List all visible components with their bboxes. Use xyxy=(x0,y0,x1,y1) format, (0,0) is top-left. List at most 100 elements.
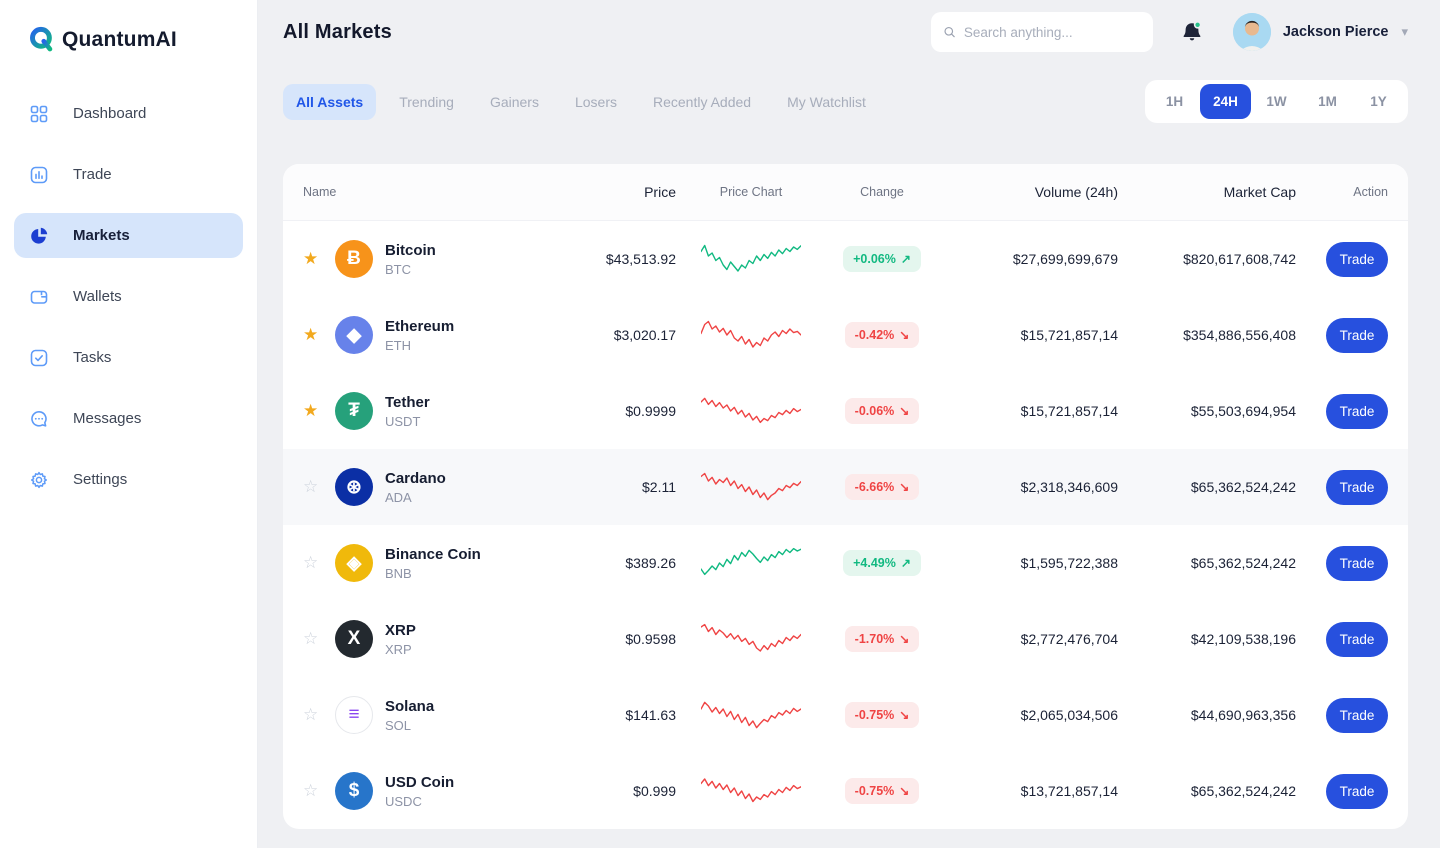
trade-button[interactable]: Trade xyxy=(1326,469,1388,505)
market-cap: $65,362,524,242 xyxy=(1190,555,1296,571)
price: $0.9598 xyxy=(625,631,676,647)
volume: $13,721,857,14 xyxy=(1020,783,1118,799)
watchlist-star-icon[interactable]: ★ xyxy=(303,401,319,420)
table-row: ☆ X XRP XRP $0.9598 -1.70% ↘ $2,772,476,7… xyxy=(283,601,1408,677)
wallet-icon xyxy=(28,286,49,307)
page-title: All Markets xyxy=(283,20,392,43)
coin-symbol: ADA xyxy=(385,489,412,505)
column-price: Price xyxy=(644,184,676,200)
price-sparkline xyxy=(676,240,826,278)
chevron-down-icon: ▾ xyxy=(1401,24,1408,39)
market-cap: $354,886,556,408 xyxy=(1183,327,1296,343)
range-1h[interactable]: 1H xyxy=(1165,94,1184,109)
filter-toolbar: All Assets Trending Gainers Losers Recen… xyxy=(283,80,1408,123)
trade-button[interactable]: Trade xyxy=(1326,621,1388,657)
trend-arrow-icon: ↘ xyxy=(899,404,910,418)
coin-name: Solana xyxy=(385,697,435,715)
sidebar-item-settings[interactable]: Settings xyxy=(14,457,243,502)
watchlist-star-icon[interactable]: ☆ xyxy=(303,629,319,648)
sidebar-item-trade[interactable]: Trade xyxy=(14,152,243,197)
watchlist-star-icon[interactable]: ★ xyxy=(303,325,319,344)
sidebar-nav: Dashboard Trade xyxy=(14,91,243,502)
coin-symbol: ETH xyxy=(385,337,411,353)
table-row: ★ ◆ Ethereum ETH $3,020.17 -0.42% ↘ $15,7… xyxy=(283,297,1408,373)
trade-button[interactable]: Trade xyxy=(1326,697,1388,733)
volume: $15,721,857,14 xyxy=(1020,403,1118,419)
bitcoin-icon: Ƀ xyxy=(335,240,373,278)
range-1w[interactable]: 1W xyxy=(1266,94,1287,109)
watchlist-star-icon[interactable]: ☆ xyxy=(303,477,319,496)
xrp-icon: X xyxy=(335,620,373,658)
change-badge: -0.75% ↘ xyxy=(844,778,920,804)
table-header: Name Price Price Chart Change Volume (24… xyxy=(283,164,1408,221)
watchlist-star-icon[interactable]: ☆ xyxy=(303,553,319,572)
top-bar: All Markets xyxy=(283,0,1408,64)
tab-all-assets[interactable]: All Assets xyxy=(283,83,377,120)
tab-losers[interactable]: Losers xyxy=(574,93,617,110)
messages-chat-icon xyxy=(28,408,49,429)
trade-button[interactable]: Trade xyxy=(1326,773,1388,809)
volume: $27,699,699,679 xyxy=(1012,251,1118,267)
table-row: ☆ ≡ Solana SOL $141.63 -0.75% ↘ $2,065,03… xyxy=(283,677,1408,753)
watchlist-star-icon[interactable]: ☆ xyxy=(303,781,319,800)
sidebar-item-label: Trade xyxy=(73,166,112,183)
price: $43,513.92 xyxy=(605,251,676,267)
sidebar-item-label: Markets xyxy=(73,227,130,244)
main-content: All Markets xyxy=(258,0,1440,848)
market-cap: $820,617,608,742 xyxy=(1183,251,1296,267)
market-cap: $55,503,694,954 xyxy=(1190,403,1296,419)
volume: $2,772,476,704 xyxy=(1020,631,1118,647)
tab-trending[interactable]: Trending xyxy=(399,93,454,110)
coin-name: Binance Coin xyxy=(385,545,481,563)
usd-coin-icon: $ xyxy=(335,772,373,810)
sidebar-item-wallets[interactable]: Wallets xyxy=(14,274,243,319)
bell-icon xyxy=(1183,21,1202,41)
coin-symbol: SOL xyxy=(385,717,412,733)
range-24h[interactable]: 24H xyxy=(1200,84,1251,119)
trade-button[interactable]: Trade xyxy=(1326,241,1388,277)
search-icon xyxy=(944,26,955,38)
range-1m[interactable]: 1M xyxy=(1318,94,1337,109)
price: $3,020.17 xyxy=(613,327,676,343)
tab-my-watchlist[interactable]: My Watchlist xyxy=(787,93,866,110)
tab-recently-added[interactable]: Recently Added xyxy=(653,93,752,110)
ethereum-icon: ◆ xyxy=(335,316,373,354)
watchlist-star-icon[interactable]: ☆ xyxy=(303,705,319,724)
trade-button[interactable]: Trade xyxy=(1326,545,1388,581)
market-cap: $65,362,524,242 xyxy=(1190,479,1296,495)
market-cap: $42,109,538,196 xyxy=(1190,631,1296,647)
change-badge: +4.49% ↗ xyxy=(843,550,921,576)
trend-arrow-icon: ↘ xyxy=(899,632,910,646)
change-badge: -0.42% ↘ xyxy=(844,322,920,348)
markets-pie-icon xyxy=(28,225,49,246)
range-1y[interactable]: 1Y xyxy=(1370,94,1387,109)
sidebar-item-markets[interactable]: Markets xyxy=(14,213,243,258)
volume: $2,318,346,609 xyxy=(1020,479,1118,495)
user-menu[interactable]: Jackson Pierce ▾ xyxy=(1232,13,1408,51)
search-box xyxy=(930,12,1153,52)
price-sparkline xyxy=(676,544,826,582)
sidebar-item-label: Settings xyxy=(73,471,128,488)
binance-icon: ◈ xyxy=(335,544,373,582)
search-input[interactable] xyxy=(963,24,1141,40)
notifications-button[interactable] xyxy=(1177,17,1207,47)
price: $0.999 xyxy=(633,783,676,799)
trade-button[interactable]: Trade xyxy=(1326,317,1388,353)
change-badge: -1.70% ↘ xyxy=(844,626,920,652)
dashboard-grid-icon xyxy=(28,103,49,124)
watchlist-star-icon[interactable]: ★ xyxy=(303,249,319,268)
trade-button[interactable]: Trade xyxy=(1326,393,1388,429)
coin-symbol: BNB xyxy=(385,565,412,581)
sidebar-item-tasks[interactable]: Tasks xyxy=(14,335,243,380)
table-row: ☆ ⊛ Cardano ADA $2.11 -6.66% ↘ $2,318,346… xyxy=(283,449,1408,525)
sidebar-item-dashboard[interactable]: Dashboard xyxy=(14,91,243,136)
coin-name: Tether xyxy=(385,393,430,411)
tab-gainers[interactable]: Gainers xyxy=(489,93,539,110)
price: $2.11 xyxy=(642,479,676,495)
column-action: Action xyxy=(1353,185,1388,199)
coin-name: Cardano xyxy=(385,469,446,487)
sidebar-item-label: Dashboard xyxy=(73,105,147,122)
solana-icon: ≡ xyxy=(335,696,373,734)
time-range-selector: 1H 24H 1W 1M 1Y xyxy=(1145,80,1408,123)
sidebar-item-messages[interactable]: Messages xyxy=(14,396,243,441)
